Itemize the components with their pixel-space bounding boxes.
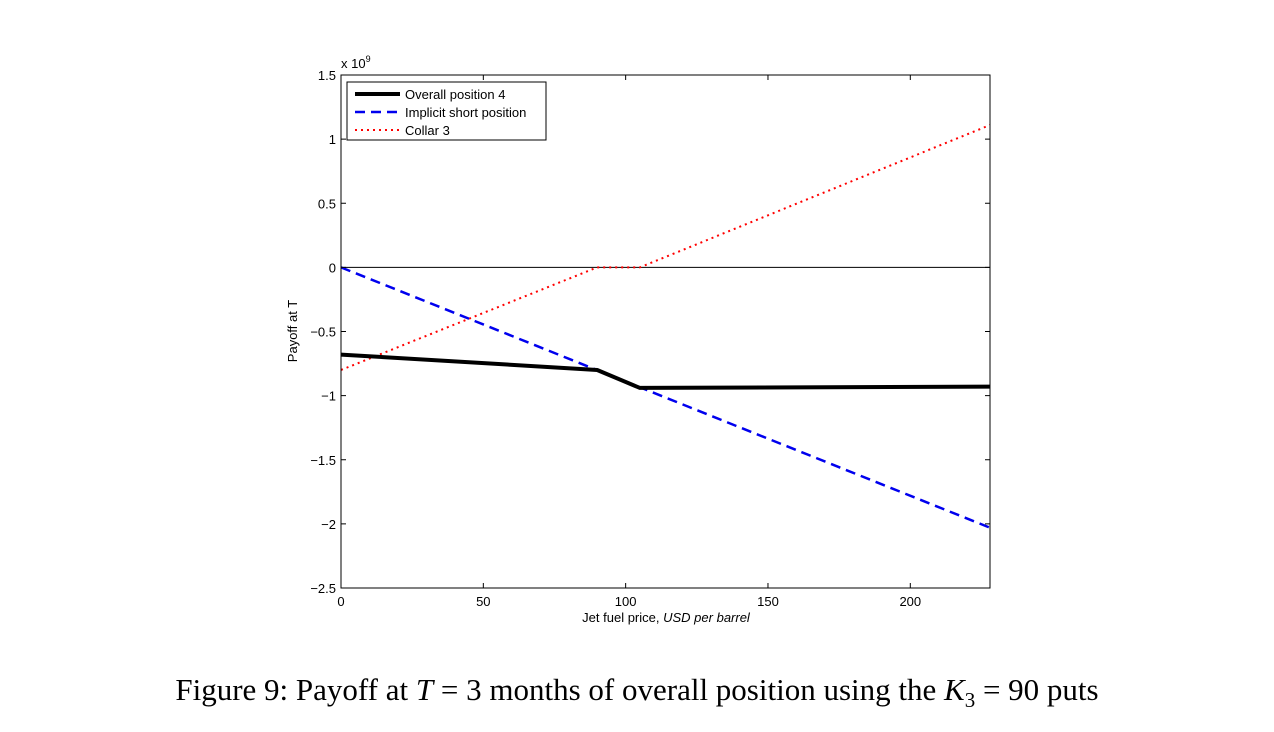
- y-tick-label: −1: [321, 389, 336, 404]
- legend-label-1: Overall position 4: [405, 87, 505, 102]
- y-exponent-label: x 109: [341, 54, 371, 71]
- y-tick-label: −2: [321, 517, 336, 532]
- figure-caption: Figure 9: Payoff at T = 3 months of over…: [0, 672, 1274, 713]
- x-tick-label: 0: [337, 594, 344, 609]
- legend-label-3: Collar 3: [405, 123, 450, 138]
- x-tick-label: 100: [615, 594, 637, 609]
- x-tick-label: 200: [899, 594, 921, 609]
- legend-label-2: Implicit short position: [405, 105, 526, 120]
- caption-var-k: K: [944, 672, 965, 707]
- chart: 0 50 100 150 200 1.5 1 0.5 0 −0.5 −1 −1.5 −2 −2.5 x 1…: [285, 54, 991, 625]
- y-tick-label: −1.5: [310, 453, 336, 468]
- plot-frame: [340, 74, 991, 589]
- series-line-1: [340, 352, 991, 390]
- x-tick-label: 150: [757, 594, 779, 609]
- series-line-3: [340, 124, 991, 371]
- y-axis-label: Payoff at T: [285, 300, 300, 362]
- caption-sub-k: 3: [964, 688, 976, 713]
- caption-suffix: = 90 puts: [975, 672, 1099, 707]
- caption-prefix: Figure 9: Payoff at: [175, 672, 416, 707]
- series-line-2: [340, 266, 991, 529]
- legend: Overall position 4 Implicit short positio…: [346, 81, 547, 141]
- y-tick-label: 1: [329, 132, 336, 147]
- y-tick-label: 1.5: [318, 68, 336, 83]
- y-tick-label: −2.5: [310, 581, 336, 596]
- y-tick-label: 0: [329, 260, 336, 275]
- y-tick-label: −0.5: [310, 325, 336, 340]
- caption-var-t: T: [415, 672, 434, 707]
- x-axis-label: Jet fuel price, USD per barrel: [582, 610, 751, 625]
- caption-middle: = 3 months of overall position using the: [433, 672, 945, 707]
- x-tick-label: 50: [476, 594, 490, 609]
- y-tick-label: 0.5: [318, 196, 336, 211]
